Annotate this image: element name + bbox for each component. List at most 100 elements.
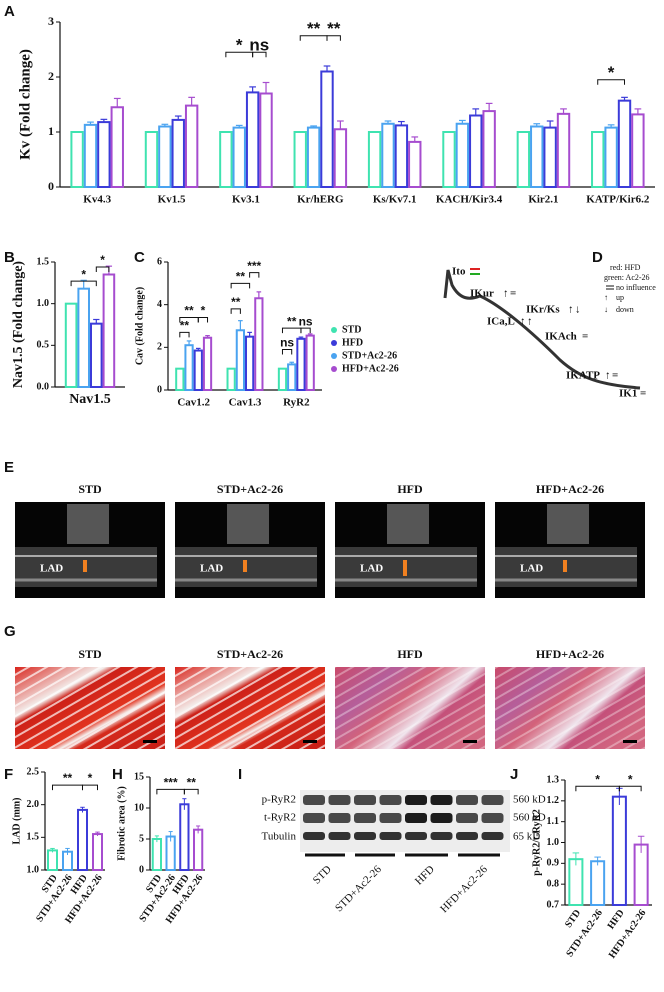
y-tick-label: 15 — [134, 771, 144, 782]
legend-swatch — [331, 340, 337, 346]
x-tick-label: Kir2.1 — [528, 194, 558, 206]
blot-band — [481, 795, 504, 805]
group-title: STD+Ac2-26 — [217, 647, 283, 661]
size-label: 560 kD — [513, 812, 546, 824]
down-arrow: ↓ — [575, 304, 581, 316]
bar — [455, 122, 470, 188]
bar — [245, 91, 260, 188]
legend-label: STD+Ac2-26 — [342, 350, 397, 361]
no-influence: = — [612, 370, 618, 382]
no-influence: = — [510, 288, 516, 300]
significance-label: ns — [249, 36, 269, 55]
legend-swatch — [331, 353, 337, 359]
legend-swatch — [331, 366, 337, 372]
bar — [320, 70, 334, 188]
x-tick-label: Ks/Kv7.1 — [373, 194, 417, 206]
echo-inset — [547, 504, 589, 544]
y-tick-label: 0.0 — [37, 381, 50, 392]
bar — [179, 803, 190, 872]
bar — [102, 273, 116, 388]
y-tick-label: 0 — [139, 864, 144, 875]
lad-label: LAD — [40, 563, 63, 575]
bar — [232, 126, 246, 188]
lad-marker — [403, 560, 407, 576]
legend-label: STD — [342, 324, 361, 335]
significance-label: ** — [307, 19, 321, 38]
histology-texture — [15, 667, 165, 749]
ap-diagram: Ito IKur ↑ = IKr/Ks ↑ ↓ ICa,L ↑ ↑ IKAch = I… — [443, 263, 656, 400]
blot-band — [481, 813, 504, 823]
bar — [193, 349, 203, 391]
blot-band — [303, 832, 325, 840]
histology-texture — [495, 667, 645, 749]
bar — [184, 344, 194, 392]
panel-label: F — [4, 766, 13, 783]
current-label: Ito — [452, 266, 466, 278]
panel-label: C — [134, 249, 145, 266]
bar — [296, 337, 306, 391]
y-tick-label: 1.0 — [27, 864, 40, 875]
bar — [469, 114, 483, 188]
significance-label: * — [81, 267, 86, 281]
y-tick-label: 2 — [157, 342, 162, 353]
significance-bracket — [82, 784, 98, 791]
blot-band — [379, 832, 402, 840]
panel-label: D — [592, 249, 603, 266]
blot-band — [456, 795, 478, 805]
bar — [110, 106, 124, 188]
legend-text: green: Ac2-26 — [604, 273, 650, 282]
bar — [245, 335, 255, 391]
group-label: STD — [311, 863, 334, 886]
bar — [171, 118, 185, 188]
significance-label: ** — [184, 304, 194, 318]
significance-bracket — [179, 331, 190, 338]
up-arrow: ↑ — [605, 370, 611, 382]
bar — [235, 329, 245, 391]
action-potential — [443, 269, 641, 390]
significance-bracket — [156, 788, 185, 795]
panel-label: A — [4, 3, 15, 20]
bar — [193, 828, 204, 872]
y-axis-label: Nav1.5 (Fold change) — [11, 261, 26, 389]
up-arrow: ↑ — [503, 288, 509, 300]
blot-band — [405, 813, 427, 823]
y-tick-label: 1.5 — [37, 256, 50, 267]
scale-bar — [623, 740, 637, 743]
up-arrow: ↑ — [527, 316, 533, 328]
blot-band — [405, 832, 427, 840]
significance-bracket — [70, 280, 97, 287]
blot-band — [354, 832, 376, 840]
significance-label: * — [100, 253, 105, 267]
significance-bracket — [52, 784, 83, 791]
bar — [47, 849, 58, 872]
echo-inset — [227, 504, 269, 544]
bar — [175, 367, 185, 391]
bar — [287, 363, 297, 391]
significance-bracket — [183, 788, 199, 795]
protein-label: Tubulin — [262, 831, 297, 843]
significance-bracket — [281, 327, 302, 334]
size-label: 65 kD — [513, 831, 540, 843]
group-label: HFD+Ac2-26 — [438, 863, 490, 915]
x-tick-label: Nav1.5 — [69, 392, 111, 407]
group-label: STD+Ac2-26 — [333, 863, 384, 914]
lad-marker — [563, 560, 567, 572]
significance-label: ** — [327, 19, 341, 38]
bar — [165, 835, 176, 872]
blot-band — [328, 832, 351, 840]
blot-band — [456, 813, 478, 823]
y-tick-label: 5 — [139, 833, 144, 844]
current-label: IKATP — [566, 370, 600, 382]
significance-label: ** — [231, 295, 241, 309]
legend-swatch — [331, 327, 337, 333]
y-tick-label: 0 — [157, 384, 162, 395]
legend-label: HFD — [342, 337, 363, 348]
blot-band — [405, 795, 427, 805]
y-axis-label: Cav (Fold change) — [134, 287, 145, 365]
significance-label: ns — [280, 336, 294, 350]
panel-label: J — [510, 766, 518, 783]
legend-text: up — [616, 293, 624, 302]
histology-texture — [175, 667, 325, 749]
group-title: HFD+Ac2-26 — [536, 482, 604, 496]
